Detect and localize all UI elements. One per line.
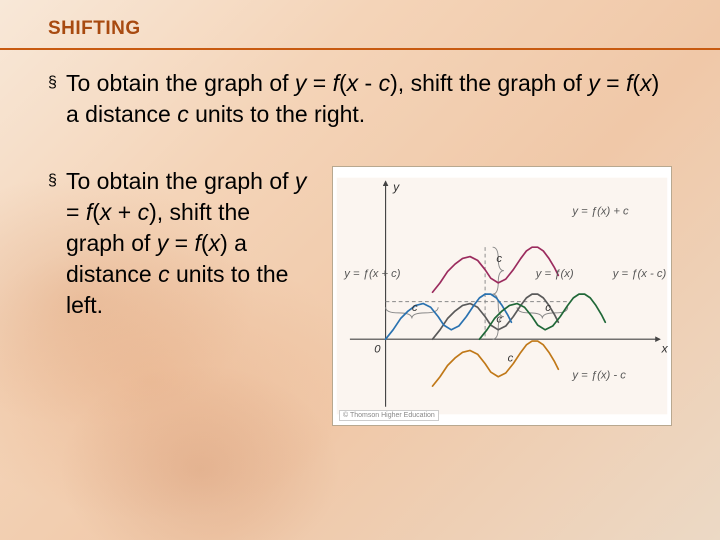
svg-text:y: y: [392, 180, 400, 194]
svg-text:c: c: [508, 353, 514, 365]
bullet-text: To obtain the graph of y = f(x + c), shi…: [66, 166, 308, 321]
svg-text:y = ƒ(x - c): y = ƒ(x - c): [612, 268, 667, 280]
slide-title: SHIFTING: [48, 18, 720, 40]
svg-text:0: 0: [374, 343, 381, 355]
bullet-mark: §: [48, 68, 66, 92]
svg-text:c: c: [412, 302, 418, 314]
header-bar: SHIFTING: [0, 0, 720, 50]
bullet-text: To obtain the graph of y = f(x - c), shi…: [66, 68, 672, 130]
shift-figure: x y y = ƒ(x) + c y = ƒ(x) y = ƒ(x + c) y = ƒ(…: [332, 166, 672, 426]
shift-figure-svg: x y y = ƒ(x) + c y = ƒ(x) y = ƒ(x + c) y = ƒ(…: [333, 167, 671, 425]
bullet-mark: §: [48, 166, 66, 190]
svg-text:y = ƒ(x): y = ƒ(x): [535, 268, 574, 280]
svg-text:c: c: [545, 302, 551, 314]
bullet-1: § To obtain the graph of y = f(x - c), s…: [48, 68, 672, 130]
svg-text:c: c: [496, 313, 502, 325]
svg-text:y = ƒ(x) + c: y = ƒ(x) + c: [571, 205, 629, 217]
figure-credit: © Thomson Higher Education: [339, 410, 439, 421]
slide-content: § To obtain the graph of y = f(x - c), s…: [0, 50, 720, 426]
svg-text:y = ƒ(x) - c: y = ƒ(x) - c: [571, 370, 626, 382]
bullet-2: § To obtain the graph of y = f(x + c), s…: [48, 166, 308, 321]
svg-text:x: x: [661, 341, 669, 355]
svg-text:c: c: [496, 253, 502, 265]
svg-text:y = ƒ(x + c): y = ƒ(x + c): [343, 268, 401, 280]
